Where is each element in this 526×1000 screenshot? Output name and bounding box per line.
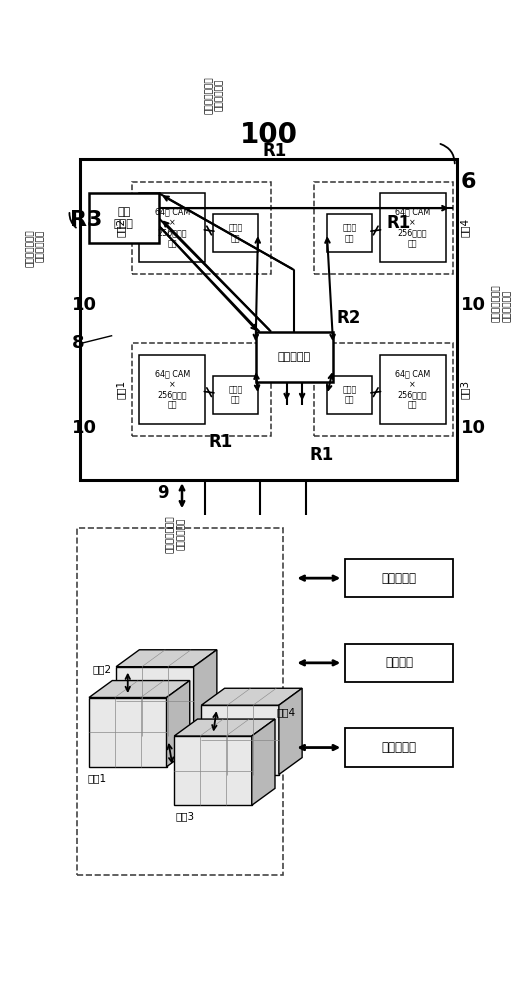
Text: 芯片路由器: 芯片路由器 [278, 352, 311, 362]
Text: 64字 CAM
×
256个节点
阵列: 64字 CAM × 256个节点 阵列 [395, 208, 430, 248]
Text: 核心路
由器: 核心路 由器 [342, 223, 357, 243]
Polygon shape [279, 688, 302, 774]
Text: 瓦片2: 瓦片2 [93, 664, 112, 674]
Text: 核心路
由器: 核心路 由器 [228, 223, 242, 243]
Text: 用于事件输入／
输出的东端口: 用于事件输入／ 输出的东端口 [205, 76, 224, 114]
Text: 10: 10 [461, 419, 486, 437]
Text: 瓦片3: 瓦片3 [176, 811, 195, 821]
Text: 10: 10 [72, 296, 97, 314]
Text: 10: 10 [72, 419, 97, 437]
Text: 核心3: 核心3 [459, 380, 469, 399]
Text: 64字 CAM
×
256个节点
阵列: 64字 CAM × 256个节点 阵列 [395, 369, 430, 410]
Text: 6: 6 [461, 172, 477, 192]
Bar [256, 332, 333, 382]
Text: 用于事件输入／
输出的北端口: 用于事件输入／ 输出的北端口 [25, 230, 45, 267]
Text: 传感器系统: 传感器系统 [381, 741, 417, 754]
Bar [132, 343, 271, 436]
Bar [77, 528, 283, 875]
Text: 瓦片4: 瓦片4 [277, 707, 296, 717]
Text: 核心4: 核心4 [459, 218, 469, 237]
Bar [345, 559, 453, 597]
Text: R1: R1 [387, 214, 411, 232]
Polygon shape [167, 681, 190, 767]
Polygon shape [174, 736, 252, 805]
Text: 100: 100 [239, 121, 297, 149]
Text: 用于事件输入／
输出的西端口: 用于事件输入／ 输出的西端口 [166, 515, 186, 553]
Bar [139, 193, 205, 262]
Polygon shape [174, 719, 275, 736]
Text: R1: R1 [309, 446, 333, 464]
Text: 8: 8 [72, 334, 85, 352]
Bar [313, 343, 453, 436]
Bar [327, 376, 372, 414]
Text: 核心路
由器: 核心路 由器 [342, 385, 357, 405]
Text: 64字 CAM
×
256个节点
阵列: 64字 CAM × 256个节点 阵列 [155, 208, 190, 248]
Bar [213, 214, 258, 252]
Bar [345, 644, 453, 682]
Text: 用于事件输入／
输出的南端口: 用于事件输入／ 输出的南端口 [492, 285, 511, 322]
Polygon shape [116, 667, 194, 736]
Text: 9: 9 [157, 484, 168, 502]
Polygon shape [252, 719, 275, 805]
Polygon shape [89, 698, 167, 767]
Bar [139, 355, 205, 424]
Polygon shape [194, 650, 217, 736]
Text: 计算机系统: 计算机系统 [381, 572, 417, 585]
Bar [313, 182, 453, 274]
Text: 核心2: 核心2 [115, 218, 125, 237]
Text: 网格
路由器: 网格 路由器 [114, 207, 134, 229]
Polygon shape [201, 705, 279, 774]
Text: R2: R2 [337, 309, 361, 327]
Text: R1: R1 [209, 433, 233, 451]
Text: 64字 CAM
×
256个节点
阵列: 64字 CAM × 256个节点 阵列 [155, 369, 190, 410]
Bar [380, 193, 446, 262]
Text: 瓦片1: 瓦片1 [87, 773, 107, 783]
Text: 马达系统: 马达系统 [385, 656, 413, 669]
Polygon shape [89, 681, 190, 698]
Polygon shape [116, 650, 217, 667]
Bar [327, 214, 372, 252]
Text: 10: 10 [461, 296, 486, 314]
Bar [132, 182, 271, 274]
Bar [345, 728, 453, 767]
Text: R1: R1 [263, 142, 287, 160]
Bar [380, 355, 446, 424]
Text: R3: R3 [70, 210, 103, 230]
Polygon shape [201, 688, 302, 705]
Bar [213, 376, 258, 414]
Text: 核心1: 核心1 [115, 380, 125, 399]
Text: 核心路
由器: 核心路 由器 [228, 385, 242, 405]
Bar [89, 193, 159, 243]
Bar [80, 158, 457, 480]
